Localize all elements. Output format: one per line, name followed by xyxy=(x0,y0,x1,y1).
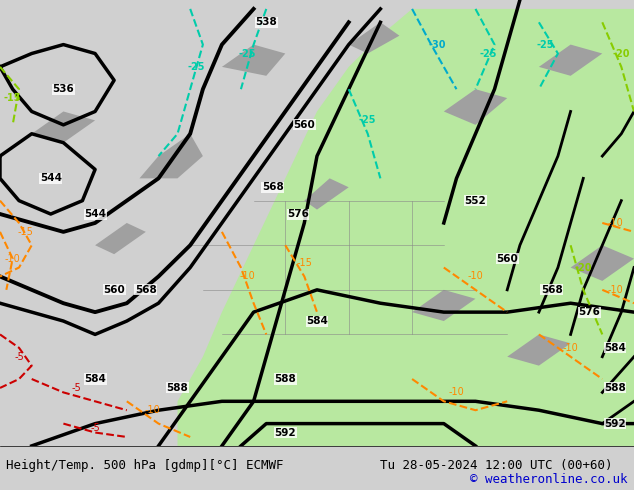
Text: 544: 544 xyxy=(84,209,106,219)
Text: Tu 28-05-2024 12:00 UTC (00+60): Tu 28-05-2024 12:00 UTC (00+60) xyxy=(380,459,613,472)
Polygon shape xyxy=(178,9,634,446)
Text: 592: 592 xyxy=(604,418,626,429)
Text: -10: -10 xyxy=(607,218,623,228)
Text: © weatheronline.co.uk: © weatheronline.co.uk xyxy=(470,472,628,486)
Text: -25: -25 xyxy=(359,115,377,125)
Text: -5: -5 xyxy=(14,352,24,362)
Text: 584: 584 xyxy=(604,343,626,353)
Text: -10: -10 xyxy=(563,343,578,353)
Text: -15: -15 xyxy=(4,93,22,103)
Text: 584: 584 xyxy=(84,374,106,384)
Text: 538: 538 xyxy=(256,17,277,27)
Text: -10: -10 xyxy=(5,254,20,264)
Text: -25: -25 xyxy=(238,49,256,58)
Text: 584: 584 xyxy=(306,316,328,326)
Polygon shape xyxy=(476,22,634,201)
Text: 592: 592 xyxy=(275,427,296,438)
Polygon shape xyxy=(304,178,349,210)
Text: 536: 536 xyxy=(53,84,74,94)
Polygon shape xyxy=(539,45,602,76)
Polygon shape xyxy=(190,334,634,446)
Text: 568: 568 xyxy=(541,285,562,295)
Text: 544: 544 xyxy=(40,173,61,183)
Text: 560: 560 xyxy=(103,285,125,295)
Polygon shape xyxy=(32,112,95,143)
Text: 576: 576 xyxy=(579,307,600,317)
Text: -25: -25 xyxy=(536,40,554,49)
Text: -10: -10 xyxy=(240,271,255,281)
Text: -20: -20 xyxy=(612,49,630,58)
Text: 552: 552 xyxy=(465,196,486,206)
Text: 588: 588 xyxy=(604,383,626,393)
Text: 568: 568 xyxy=(262,182,283,192)
Polygon shape xyxy=(349,22,399,53)
Polygon shape xyxy=(412,290,476,321)
Text: -25: -25 xyxy=(479,49,497,58)
Text: -15: -15 xyxy=(296,258,313,268)
Polygon shape xyxy=(507,334,571,366)
Text: -10: -10 xyxy=(607,285,623,295)
Polygon shape xyxy=(222,45,285,76)
Text: -25: -25 xyxy=(188,62,205,72)
Text: 568: 568 xyxy=(135,285,157,295)
Text: 560: 560 xyxy=(496,254,518,264)
Polygon shape xyxy=(139,134,203,178)
Text: -15: -15 xyxy=(17,227,34,237)
Polygon shape xyxy=(444,89,507,125)
Text: -30: -30 xyxy=(429,40,446,49)
Text: 588: 588 xyxy=(275,374,296,384)
Text: -10: -10 xyxy=(449,388,464,397)
Text: -5: -5 xyxy=(71,383,81,393)
Polygon shape xyxy=(95,223,146,254)
Text: 560: 560 xyxy=(294,120,315,130)
Polygon shape xyxy=(571,245,634,281)
Text: Height/Temp. 500 hPa [gdmp][°C] ECMWF: Height/Temp. 500 hPa [gdmp][°C] ECMWF xyxy=(6,459,284,472)
Text: -20: -20 xyxy=(574,263,592,272)
Text: -5: -5 xyxy=(90,423,100,433)
Text: 588: 588 xyxy=(167,383,188,393)
Text: -10: -10 xyxy=(468,271,483,281)
Text: 576: 576 xyxy=(287,209,309,219)
Text: -10: -10 xyxy=(145,405,160,415)
